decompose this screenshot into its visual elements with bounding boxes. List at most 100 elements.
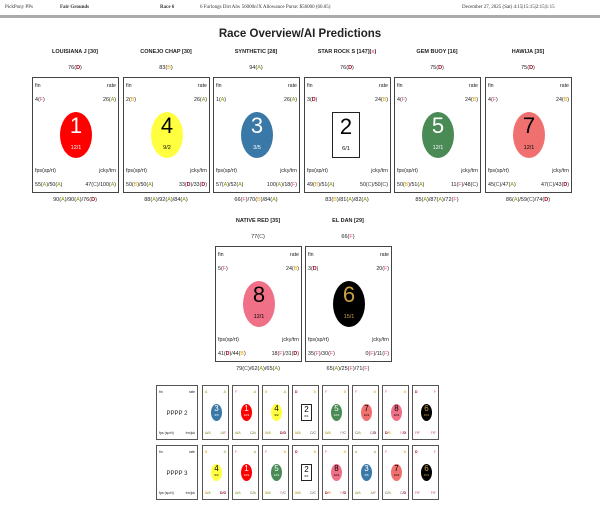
grade: D (529, 65, 534, 71)
rate-value: 24(B) (465, 97, 478, 103)
horse-score: 76(D) (68, 65, 82, 71)
grade: A (334, 366, 339, 372)
morning-line-odds: 15/1 (423, 413, 430, 417)
prediction-label-card: fin rate PPPP 2 fps (sp/rt) trn/jck (156, 385, 198, 440)
grade: B (257, 197, 261, 203)
grade: A (268, 431, 271, 435)
app-name: PickPony PPs (5, 5, 33, 10)
horse-score: 75(D) (521, 65, 535, 71)
fin-grade: A (205, 390, 207, 394)
grade: B (295, 431, 298, 435)
fps-grade: F/F (415, 431, 421, 435)
grade: B (403, 450, 406, 454)
grade: D (563, 182, 568, 188)
fps-label: fps(sp/rt) (397, 168, 418, 174)
grade: A (363, 197, 367, 203)
grade: C (495, 182, 500, 188)
jcky-value: 0(F)/11(F) (365, 351, 390, 357)
prediction-horse-card[interactable]: A A 3 3/5 A/A A/F (202, 385, 229, 440)
prediction-horse-card[interactable]: D B 2 6/1 B/A C/C (292, 445, 319, 500)
grade: B (205, 491, 208, 495)
prediction-horse-card[interactable]: F B 5 12/1 B/A F/C (322, 385, 349, 440)
grade: F (265, 450, 268, 454)
prediction-horse-card[interactable]: B A 4 9/2 B/A D/D (202, 445, 229, 500)
grade: D (325, 491, 328, 495)
grade: C (528, 197, 533, 203)
morning-line-odds: 6/1 (304, 474, 309, 478)
grade: B (388, 431, 391, 435)
grade: C (382, 182, 387, 188)
fps-label: fps(sp/rt) (307, 168, 328, 174)
prediction-horse-card[interactable]: F B 8 12/1 D/B F/D (322, 445, 349, 500)
prediction-horse-card[interactable]: F B 8 12/1 D/B F/D (382, 385, 409, 440)
grade: A (201, 97, 206, 103)
horse-score: 75(D) (430, 65, 444, 71)
grade: A (253, 450, 256, 454)
jcky-grade: F/F (430, 491, 436, 495)
horse-card[interactable]: fin rate 4(F) 24(B) 7 12/1 fps(sp/rt) jcky/trn 4… (485, 77, 572, 193)
prediction-horse-card[interactable]: F B 5 12/1 B/A F/C (262, 445, 289, 500)
grade: B (295, 491, 298, 495)
fin-label: fin (35, 83, 41, 89)
grade: F (291, 182, 296, 188)
grade: D (91, 197, 96, 203)
prediction-horse-card[interactable]: F B 7 12/1 C/A C/D (382, 445, 409, 500)
grade: A (61, 197, 65, 203)
fin-label: fin (159, 390, 163, 394)
prediction-horse-card[interactable]: F A 1 12/1 A/A C/A (232, 445, 259, 500)
grade: F (453, 197, 457, 203)
fps-value: 49(B)/51(A) (307, 182, 335, 188)
fps-grade: B/A (265, 491, 271, 495)
program-number: 6 (424, 464, 429, 473)
fin-label: fin (218, 252, 224, 258)
fps-grade: F/F (415, 491, 421, 495)
saddle-cloth: 6 15/1 (421, 404, 432, 421)
grade: B (283, 450, 286, 454)
program-number: 5 (431, 113, 445, 138)
prediction-horse-card[interactable]: D F 6 15/1 F/F F/F (412, 445, 439, 500)
morning-line-odds: 9/2 (163, 145, 171, 151)
horse-card[interactable]: fin rate 5(F) 24(B) 8 12/1 fps(sp/rt) jcky/trn 4… (215, 246, 302, 362)
grade: D (343, 491, 346, 495)
jcky-grade: F/D (400, 431, 406, 435)
prediction-horse-card[interactable]: F A 1 12/1 A/A C/A (232, 385, 259, 440)
fps-value: 50(B)/50(A) (126, 182, 154, 188)
grade: F (433, 450, 436, 454)
horse-card[interactable]: fin rate 4(F) 24(B) 5 12/1 fps(sp/rt) jcky/trn 5… (394, 77, 481, 193)
grade: A (223, 182, 228, 188)
fps-label: fps(sp/rt) (126, 168, 147, 174)
grade: A (438, 197, 443, 203)
prediction-horse-card[interactable]: D B 2 6/1 B/A C/C (292, 385, 319, 440)
horse-name: LOUISIANA J [30] (52, 49, 98, 55)
jcky-value: 33(D)/33(D) (179, 182, 207, 188)
horse-card[interactable]: fin rate 2(B) 26(A) 4 9/2 fps(sp/rt) jcky/trn 50… (123, 77, 210, 193)
grade: A (223, 390, 226, 394)
grade: F (223, 431, 226, 435)
program-number: 5 (334, 404, 339, 413)
saddle-cloth: 6 15/1 (333, 281, 365, 327)
rate-grade: F (434, 390, 436, 394)
prediction-horse-card[interactable]: A A 3 3/5 A/A A/F (352, 445, 379, 500)
rate-grade: A (254, 450, 256, 454)
jcky-grade: F/F (430, 431, 436, 435)
horse-card[interactable]: fin rate 1(A) 26(A) 3 3/5 fps(sp/rt) jcky/trn 57… (213, 77, 300, 193)
prediction-horse-card[interactable]: B A 4 9/2 B/A D/D (262, 385, 289, 440)
rate-grade: B (314, 390, 316, 394)
rate-grade: B (404, 390, 406, 394)
fps-grade: C/A (355, 431, 361, 435)
grade: x (371, 49, 375, 55)
jcky-label: jcky/trn (99, 168, 116, 174)
prediction-horse-card[interactable]: D F 6 15/1 F/F F/F (412, 385, 439, 440)
jcky-label: jcky/trn (371, 168, 388, 174)
fps-value: 57(A)/52(A) (216, 182, 244, 188)
prediction-horse-card[interactable]: F B 7 12/1 C/A C/D (352, 385, 379, 440)
fps-grade: D/B (325, 491, 331, 495)
horse-card[interactable]: fin rate 3(D) 20(F) 6 15/1 fps(sp/rt) jcky/trn 3… (305, 246, 392, 362)
grade: C (244, 366, 249, 372)
grade: A (329, 182, 333, 188)
horse-card[interactable]: fin rate 4(F) 26(A) 1 12/1 fps(sp/rt) jcky/trn 5… (32, 77, 119, 193)
jcky-grade: D/D (219, 491, 226, 495)
grade: A (238, 491, 241, 495)
horse-card[interactable]: fin rate 3(D) 24(B) 2 6/1 fps(sp/rt) jcky/trn 49… (304, 77, 391, 193)
grade: A (235, 491, 238, 495)
